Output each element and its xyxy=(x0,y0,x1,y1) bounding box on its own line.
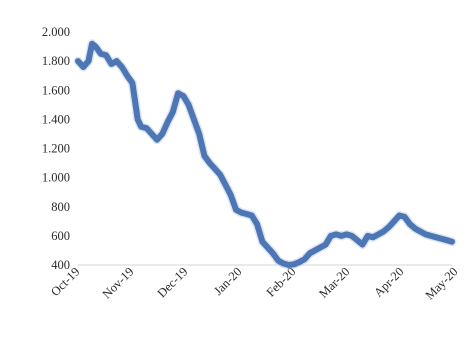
series-line xyxy=(75,40,455,268)
y-axis: 2.000 1.800 1.600 1.400 1.200 1.000 800 600 400 xyxy=(42,25,70,272)
y-tick-label: 800 xyxy=(51,200,70,214)
y-tick-label: 1.600 xyxy=(42,83,70,97)
y-tick-label: 1.400 xyxy=(42,112,70,126)
series-line-shadow xyxy=(73,39,457,270)
x-axis: Oct-19 Nov-19 Dec-19 Jan-20 Feb-20 Mar-20 Apr-… xyxy=(48,264,460,302)
x-tick-label: Apr-20 xyxy=(371,264,406,299)
x-tick-label: Dec-19 xyxy=(155,264,191,300)
x-tick-label: Jan-20 xyxy=(211,264,244,297)
y-tick-label: 1.200 xyxy=(42,142,70,156)
y-tick-label: 2.000 xyxy=(42,25,70,39)
x-tick-label: Mar-20 xyxy=(316,264,352,300)
y-tick-label: 1.000 xyxy=(42,171,70,185)
y-tick-label: 600 xyxy=(51,229,70,243)
y-tick-label: 400 xyxy=(51,258,70,272)
x-tick-label: May-20 xyxy=(423,264,461,302)
y-tick-label: 1.800 xyxy=(42,54,70,68)
x-tick-label: Feb-20 xyxy=(264,264,299,299)
x-tick-label: Nov-19 xyxy=(100,264,137,301)
